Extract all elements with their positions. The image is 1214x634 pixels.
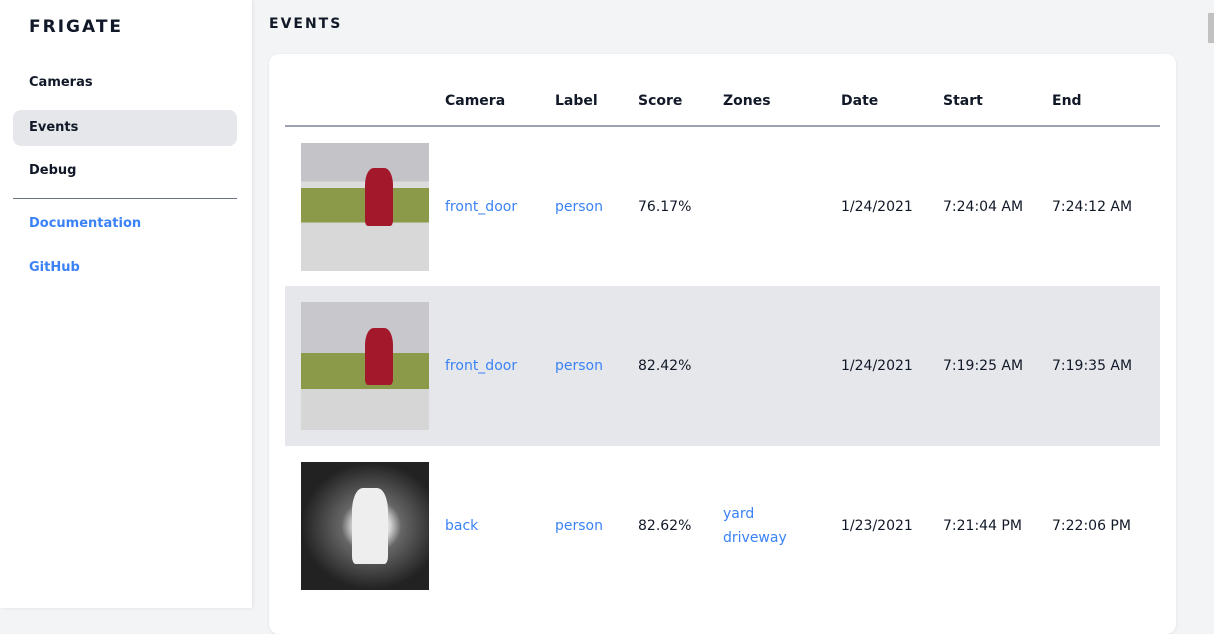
zone-link[interactable]: yard: [723, 506, 755, 522]
camera-link[interactable]: front_door: [445, 198, 518, 215]
link-github[interactable]: GitHub: [29, 260, 80, 275]
end-time: 7:22:06 PM: [1052, 518, 1131, 534]
sidebar: FRIGATE Cameras Events Debug Documentati…: [0, 0, 252, 608]
events-card: Camera Label Score Zones Date Start End …: [269, 54, 1176, 634]
header-label: Label: [555, 76, 638, 127]
events-table: Camera Label Score Zones Date Start End …: [285, 76, 1160, 606]
scrollbar[interactable]: [1206, 0, 1214, 608]
label-link[interactable]: person: [555, 518, 603, 534]
score: 82.42%: [638, 286, 723, 446]
date: 1/24/2021: [841, 286, 943, 446]
zones: [723, 126, 841, 286]
start-time: 7:19:25 AM: [943, 286, 1052, 446]
score: 82.62%: [638, 518, 692, 534]
score: 76.17%: [638, 198, 692, 215]
camera-link[interactable]: front_door: [445, 286, 555, 446]
header-start: Start: [943, 76, 1052, 127]
zone-link[interactable]: driveway: [723, 530, 787, 546]
table-row[interactable]: back person 82.62% yard driveway 1/23/20…: [285, 446, 1160, 606]
label-link[interactable]: person: [555, 198, 603, 215]
link-documentation[interactable]: Documentation: [29, 216, 142, 231]
header-score: Score: [638, 76, 723, 127]
header-thumbnail: [285, 76, 445, 127]
scrollbar-thumb[interactable]: [1208, 13, 1214, 43]
brand-logo[interactable]: FRIGATE: [29, 17, 124, 37]
date: 1/24/2021: [841, 198, 913, 215]
header-camera: Camera: [445, 76, 555, 127]
start-time: 7:21:44 PM: [943, 518, 1022, 534]
event-thumbnail[interactable]: [301, 462, 429, 590]
sidebar-divider: [13, 198, 237, 199]
header-date: Date: [841, 76, 943, 127]
header-end: End: [1052, 76, 1160, 127]
page-title: EVENTS: [269, 16, 343, 32]
table-header: Camera Label Score Zones Date Start End: [285, 76, 1160, 127]
end-time: 7:24:12 AM: [1052, 198, 1133, 215]
end-time: 7:19:35 AM: [1052, 286, 1160, 446]
date: 1/23/2021: [841, 518, 913, 534]
zones: yard driveway: [723, 446, 841, 606]
sidebar-item-cameras[interactable]: Cameras: [29, 75, 93, 90]
header-zones: Zones: [723, 76, 841, 127]
sidebar-item-debug[interactable]: Debug: [29, 163, 77, 178]
camera-link[interactable]: back: [445, 518, 479, 534]
table-row[interactable]: front_door person 82.42% 1/24/2021 7:19:…: [285, 286, 1160, 446]
sidebar-item-events[interactable]: Events: [13, 110, 237, 146]
label-link[interactable]: person: [555, 286, 638, 446]
table-row[interactable]: front_door person 76.17% 1/24/2021 7:24:…: [285, 126, 1160, 286]
start-time: 7:24:04 AM: [943, 198, 1024, 215]
event-thumbnail[interactable]: [301, 142, 429, 271]
event-thumbnail[interactable]: [301, 302, 429, 430]
zones: [723, 286, 841, 446]
